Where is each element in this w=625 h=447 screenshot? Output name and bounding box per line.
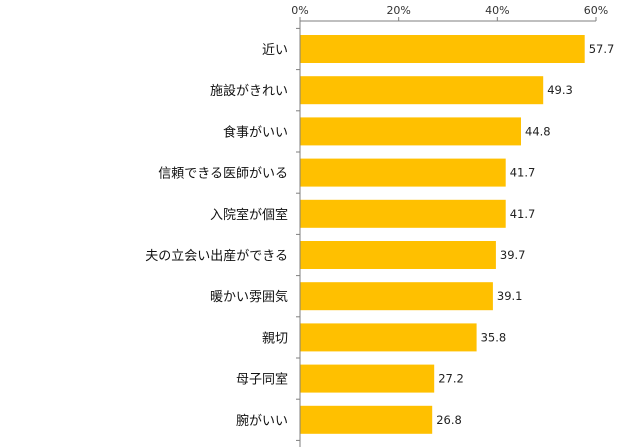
- category-label: 暖かい雰囲気: [210, 289, 288, 305]
- category-label: 施設がきれい: [210, 83, 288, 99]
- category-label: 信頼できる医師がいる: [158, 167, 288, 182]
- category-label: 近い: [262, 43, 288, 58]
- x-tick-label: 40%: [485, 4, 509, 17]
- bar: [300, 117, 521, 146]
- data-label: 27.2: [438, 372, 464, 386]
- category-label: 母子同室: [236, 372, 288, 388]
- bar: [300, 241, 496, 269]
- bar: [300, 405, 433, 434]
- bar: [300, 158, 506, 187]
- bar: [300, 323, 477, 352]
- data-label: 39.1: [497, 289, 523, 303]
- bar: [300, 364, 435, 393]
- bar: [300, 76, 544, 105]
- data-label: 57.7: [589, 42, 615, 56]
- data-label: 26.8: [436, 413, 462, 427]
- category-label: 入院室が個室: [210, 207, 288, 223]
- x-tick-label: 0%: [291, 4, 308, 17]
- data-label: 35.8: [481, 330, 507, 344]
- bar: [300, 199, 506, 228]
- data-label: 39.7: [500, 248, 526, 262]
- category-label: 腕がいい: [236, 413, 288, 429]
- category-label: 親切: [262, 331, 288, 346]
- category-label: 食事がいい: [223, 124, 288, 140]
- data-label: 49.3: [547, 83, 573, 97]
- category-label: 夫の立会い出産ができる: [145, 248, 288, 264]
- bar: [300, 35, 585, 63]
- data-label: 41.7: [510, 207, 536, 221]
- bar: [300, 282, 493, 311]
- data-label: 41.7: [510, 166, 536, 180]
- x-tick-label: 20%: [386, 4, 410, 17]
- data-label: 44.8: [525, 124, 551, 138]
- x-tick-label: 60%: [584, 4, 608, 17]
